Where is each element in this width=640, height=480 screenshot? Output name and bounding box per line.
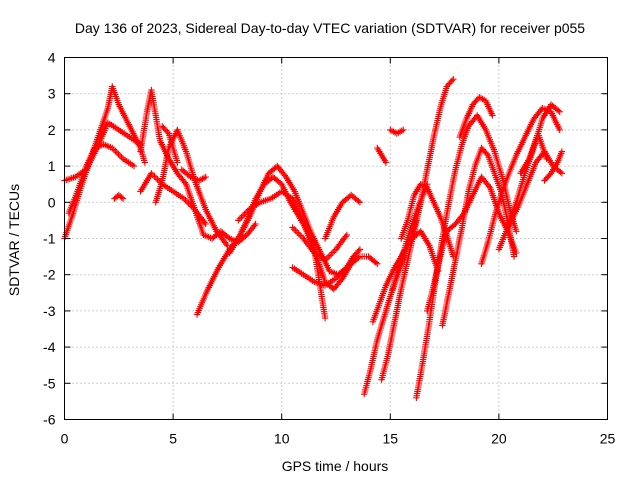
data-point-markers bbox=[159, 123, 181, 166]
series-21 bbox=[387, 126, 407, 137]
data-point-markers bbox=[387, 126, 407, 137]
series-25 bbox=[456, 94, 496, 141]
data-point-markers bbox=[65, 141, 138, 217]
series-14 bbox=[321, 191, 364, 242]
series-26 bbox=[478, 105, 563, 267]
data-point-markers bbox=[378, 76, 457, 383]
data-point-markers bbox=[374, 144, 390, 166]
data-point-markers bbox=[478, 105, 563, 267]
x-tick-label: 5 bbox=[169, 431, 177, 447]
y-tick-label: -6 bbox=[43, 412, 56, 428]
series-29 bbox=[541, 148, 566, 184]
y-tick-label: -5 bbox=[43, 375, 56, 391]
data-point-markers bbox=[517, 130, 550, 177]
data-point-markers bbox=[321, 191, 364, 242]
data-point-markers bbox=[289, 224, 351, 264]
y-tick-label: 1 bbox=[48, 158, 56, 174]
y-axis-label: SDTVAR / TECUs bbox=[6, 184, 22, 296]
series-18 bbox=[389, 181, 431, 293]
x-tick-label: 10 bbox=[274, 431, 290, 447]
x-tick-label: 0 bbox=[61, 431, 69, 447]
y-tick-label: 0 bbox=[48, 194, 56, 210]
series-17 bbox=[378, 76, 457, 383]
y-tick-label: 4 bbox=[48, 50, 56, 66]
y-tick-label: 3 bbox=[48, 86, 56, 102]
data-point-markers bbox=[389, 181, 431, 293]
series-13 bbox=[289, 224, 351, 264]
axis-ticks: 0 5 10 15 20 25 -6 -5 -4 -3 -2 -1 0 1 2 3 4 bbox=[43, 50, 615, 447]
data-point-markers bbox=[289, 246, 364, 289]
x-tick-label: 20 bbox=[491, 431, 507, 447]
series-20 bbox=[374, 144, 390, 166]
data-marks bbox=[61, 76, 566, 401]
data-point-markers bbox=[178, 166, 209, 184]
data-point-markers bbox=[541, 148, 566, 184]
data-point-markers bbox=[111, 191, 127, 202]
series-30 bbox=[517, 130, 550, 177]
y-tick-label: -1 bbox=[43, 231, 56, 247]
series-8 bbox=[178, 166, 209, 184]
y-tick-label: 2 bbox=[48, 122, 56, 138]
series-7 bbox=[159, 123, 181, 166]
y-tick-label: -4 bbox=[43, 339, 56, 355]
series-3 bbox=[111, 191, 127, 202]
series-12 bbox=[289, 246, 364, 289]
x-axis-label: GPS time / hours bbox=[282, 458, 389, 474]
data-point-markers bbox=[152, 126, 231, 249]
chart-title: Day 136 of 2023, Sidereal Day-to-day VTE… bbox=[75, 20, 585, 36]
x-tick-label: 15 bbox=[383, 431, 399, 447]
y-tick-label: -3 bbox=[43, 303, 56, 319]
x-tick-label: 25 bbox=[600, 431, 616, 447]
series-6 bbox=[152, 126, 231, 249]
y-tick-label: -2 bbox=[43, 267, 56, 283]
series-2 bbox=[65, 141, 138, 217]
data-point-markers bbox=[456, 94, 496, 141]
